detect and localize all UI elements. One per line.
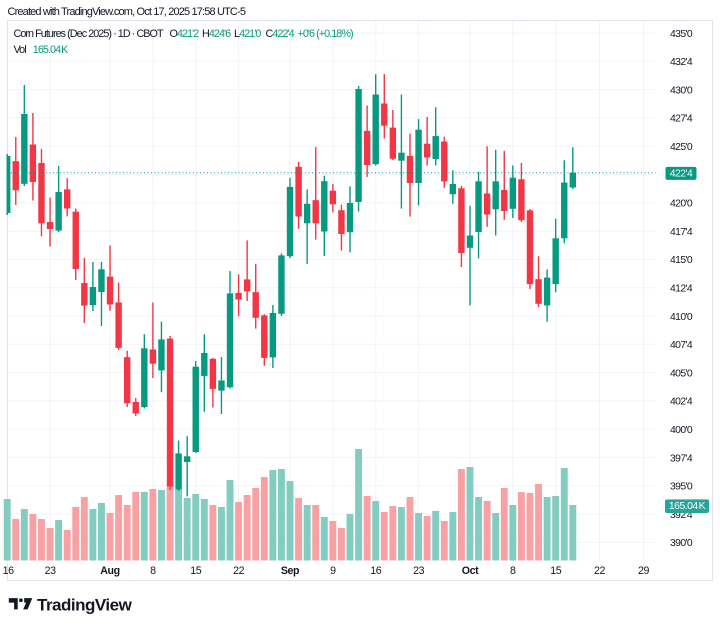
svg-text:390'0: 390'0 bbox=[670, 538, 693, 549]
svg-text:405'0: 405'0 bbox=[670, 368, 693, 379]
svg-text:23: 23 bbox=[45, 565, 56, 577]
svg-text:397'4: 397'4 bbox=[670, 453, 693, 464]
svg-text:8: 8 bbox=[150, 565, 156, 577]
svg-text:415'0: 415'0 bbox=[670, 255, 693, 266]
svg-text:16: 16 bbox=[3, 565, 14, 577]
svg-text:Sep: Sep bbox=[281, 565, 300, 577]
svg-text:392'4: 392'4 bbox=[670, 510, 693, 521]
svg-text:432'4: 432'4 bbox=[670, 57, 693, 68]
svg-text:H424'6: H424'6 bbox=[202, 28, 231, 40]
svg-text:8: 8 bbox=[510, 565, 516, 577]
svg-text:L421'0: L421'0 bbox=[234, 28, 261, 40]
svg-text:29: 29 bbox=[638, 565, 649, 577]
svg-text:395'0: 395'0 bbox=[670, 482, 693, 493]
svg-text:TradingView: TradingView bbox=[37, 596, 133, 615]
svg-text:15: 15 bbox=[190, 565, 201, 577]
svg-text:165.04K: 165.04K bbox=[669, 501, 706, 512]
svg-text:410'0: 410'0 bbox=[670, 312, 693, 323]
svg-text:Corn Futures (Dec 2025) · 1D ·: Corn Futures (Dec 2025) · 1D · CBOT bbox=[14, 28, 165, 40]
svg-text:22: 22 bbox=[233, 565, 244, 577]
svg-text:15: 15 bbox=[550, 565, 561, 577]
svg-text:Oct: Oct bbox=[462, 565, 479, 577]
svg-text:Aug: Aug bbox=[100, 565, 119, 577]
svg-text:165.04K: 165.04K bbox=[33, 44, 69, 56]
svg-text:412'4: 412'4 bbox=[670, 284, 693, 295]
svg-text:420'0: 420'0 bbox=[670, 199, 693, 210]
svg-text:430'0: 430'0 bbox=[670, 85, 693, 96]
svg-text:402'4: 402'4 bbox=[670, 397, 693, 408]
svg-text:Created with TradingView.com,: Created with TradingView.com, Oct 17, 20… bbox=[8, 6, 246, 18]
svg-text:C422'4: C422'4 bbox=[266, 28, 295, 40]
svg-text:407'4: 407'4 bbox=[670, 340, 693, 351]
svg-text:O421'2: O421'2 bbox=[170, 28, 200, 40]
svg-text:9: 9 bbox=[330, 565, 336, 577]
svg-text:23: 23 bbox=[413, 565, 424, 577]
svg-text:422'4: 422'4 bbox=[670, 169, 693, 180]
svg-text:+0'6 (+0.18%): +0'6 (+0.18%) bbox=[298, 28, 353, 40]
svg-text:400'0: 400'0 bbox=[670, 425, 693, 436]
svg-text:22: 22 bbox=[594, 565, 605, 577]
svg-text:417'4: 417'4 bbox=[670, 227, 693, 238]
svg-text:427'4: 427'4 bbox=[670, 114, 693, 125]
svg-text:16: 16 bbox=[370, 565, 381, 577]
svg-text:425'0: 425'0 bbox=[670, 142, 693, 153]
svg-text:435'0: 435'0 bbox=[670, 29, 693, 40]
svg-text:Vol: Vol bbox=[14, 44, 27, 56]
